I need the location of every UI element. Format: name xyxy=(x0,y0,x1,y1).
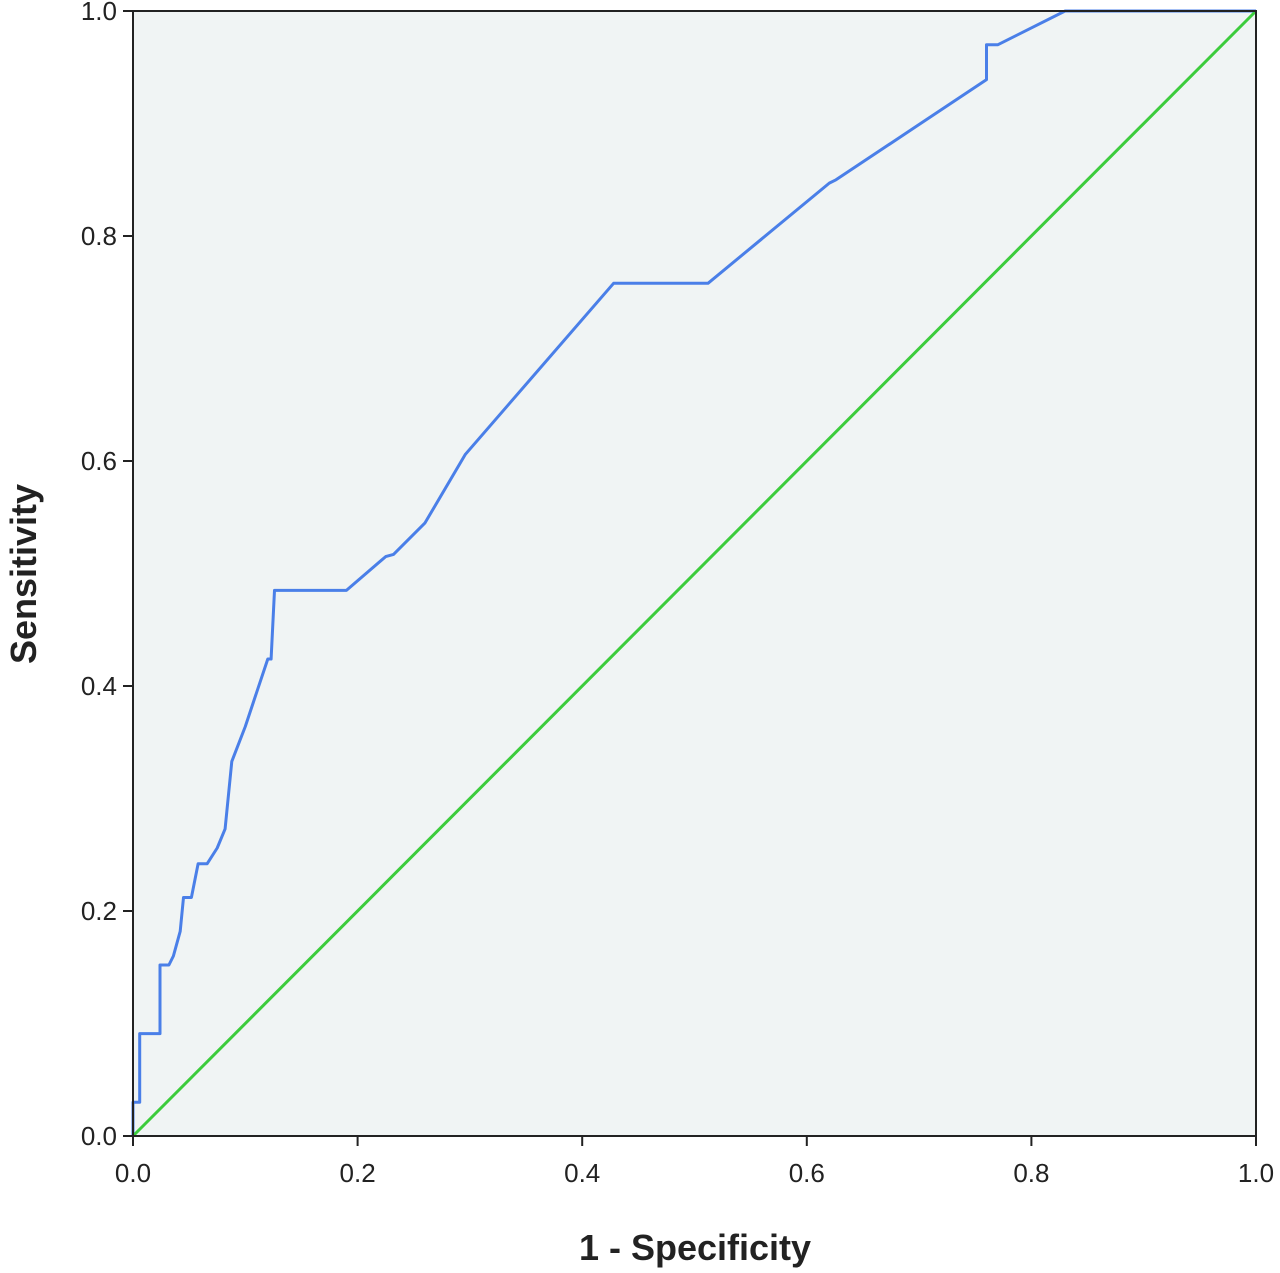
y-tick-label: 0.6 xyxy=(81,446,117,476)
x-axis-title: 1 - Specificity xyxy=(579,1227,811,1268)
x-tick-label: 0.8 xyxy=(1013,1158,1049,1188)
x-tick-label: 0.0 xyxy=(115,1158,151,1188)
y-tick-label: 0.4 xyxy=(81,671,117,701)
x-tick-label: 1.0 xyxy=(1238,1158,1274,1188)
x-tick-label: 0.2 xyxy=(340,1158,376,1188)
x-tick-label: 0.6 xyxy=(789,1158,825,1188)
y-axis-title: Sensitivity xyxy=(3,484,44,664)
series-layer xyxy=(131,9,1258,1138)
reference-line xyxy=(131,9,1258,1138)
y-tick-label: 0.0 xyxy=(81,1121,117,1151)
x-tick-label: 0.4 xyxy=(564,1158,600,1188)
roc-curve-line xyxy=(131,9,1256,1136)
axes-layer: 0.0 0.2 0.4 0.6 0.8 1.0 0.0 0.2 0.4 0.6 0.8 1.0 xyxy=(81,0,1274,1188)
y-tick-label: 0.2 xyxy=(81,896,117,926)
y-tick-label: 1.0 xyxy=(81,0,117,26)
plot-frame xyxy=(132,10,1257,1137)
y-tick-label: 0.8 xyxy=(81,221,117,251)
